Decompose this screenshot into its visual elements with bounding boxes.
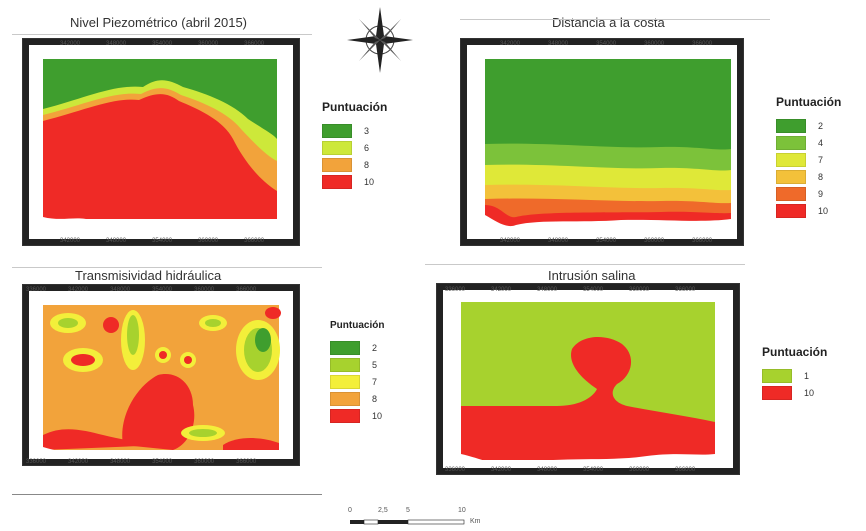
legend-title: Puntuación (322, 100, 388, 114)
scale-bar-unit: Km (470, 518, 481, 525)
tick-labels-bottom: 336000 342000 348000 354000 360000 366000 (445, 467, 696, 473)
compass-rose-icon (345, 5, 415, 75)
tick-labels-bottom: 342000 348000 354000 360000 366000 (60, 238, 265, 244)
tick-labels-top: 336000 342000 348000 354000 360000 366000 (26, 287, 257, 293)
transmissivity-map (23, 285, 299, 465)
map-frame (22, 284, 300, 466)
legend-item: 10 (776, 202, 841, 219)
legend-title: Puntuación (330, 320, 385, 331)
legend-item: 3 (322, 122, 387, 139)
map-frame (436, 283, 740, 475)
legend-title: Puntuación (762, 345, 828, 359)
tick-labels-top: 342000 348000 354000 360000 366000 (60, 41, 265, 47)
legend-item: 1 (762, 367, 827, 384)
legend-item: 2 (776, 117, 841, 134)
distance-map (461, 39, 743, 245)
legend-intrusion-salina: Puntuación 1 10 (762, 345, 827, 401)
map-title: Intrusión salina (548, 268, 636, 283)
legend-transmisividad: Puntuación 2 5 7 8 10 (330, 320, 384, 424)
legend-item: 8 (776, 168, 841, 185)
legend-item: 10 (330, 407, 384, 424)
legend-item: 6 (322, 139, 387, 156)
map-frame (460, 38, 744, 246)
map-frame (22, 38, 300, 246)
map-title: Distancia a la costa (552, 15, 665, 30)
legend-item: 7 (330, 373, 384, 390)
legend-item: 5 (330, 356, 384, 373)
legend-item: 7 (776, 151, 841, 168)
scale-bar: 0 2,5 5 10 Km (348, 507, 498, 528)
tick-labels-bottom: 336000 342000 348000 354000 360000 366000 (26, 459, 257, 465)
legend-item: 8 (322, 156, 387, 173)
tick-labels-top: 342000 348000 354000 360000 366000 (500, 41, 713, 47)
legend-item: 9 (776, 185, 841, 202)
tick-labels-top: 336000 342000 348000 354000 360000 366000 (445, 287, 696, 293)
scale-bar-labels: 0 2,5 5 10 (348, 507, 466, 514)
legend-item: 10 (762, 384, 827, 401)
legend-item: 10 (322, 173, 387, 190)
legend-nivel-piezometrico: Puntuación 3 6 8 10 (322, 100, 387, 190)
legend-distancia-costa: Puntuación 2 4 7 8 9 10 (776, 95, 841, 219)
map-title: Transmisividad hidráulica (75, 268, 222, 283)
legend-item: 8 (330, 390, 384, 407)
saline-intrusion-map (437, 284, 739, 474)
tick-labels-bottom: 342000 348000 354000 360000 366000 (500, 238, 713, 244)
legend-item: 2 (330, 339, 384, 356)
legend-title: Puntuación (776, 95, 842, 109)
legend-item: 4 (776, 134, 841, 151)
piezometric-map (23, 39, 299, 245)
map-title: Nivel Piezométrico (abril 2015) (70, 15, 248, 30)
